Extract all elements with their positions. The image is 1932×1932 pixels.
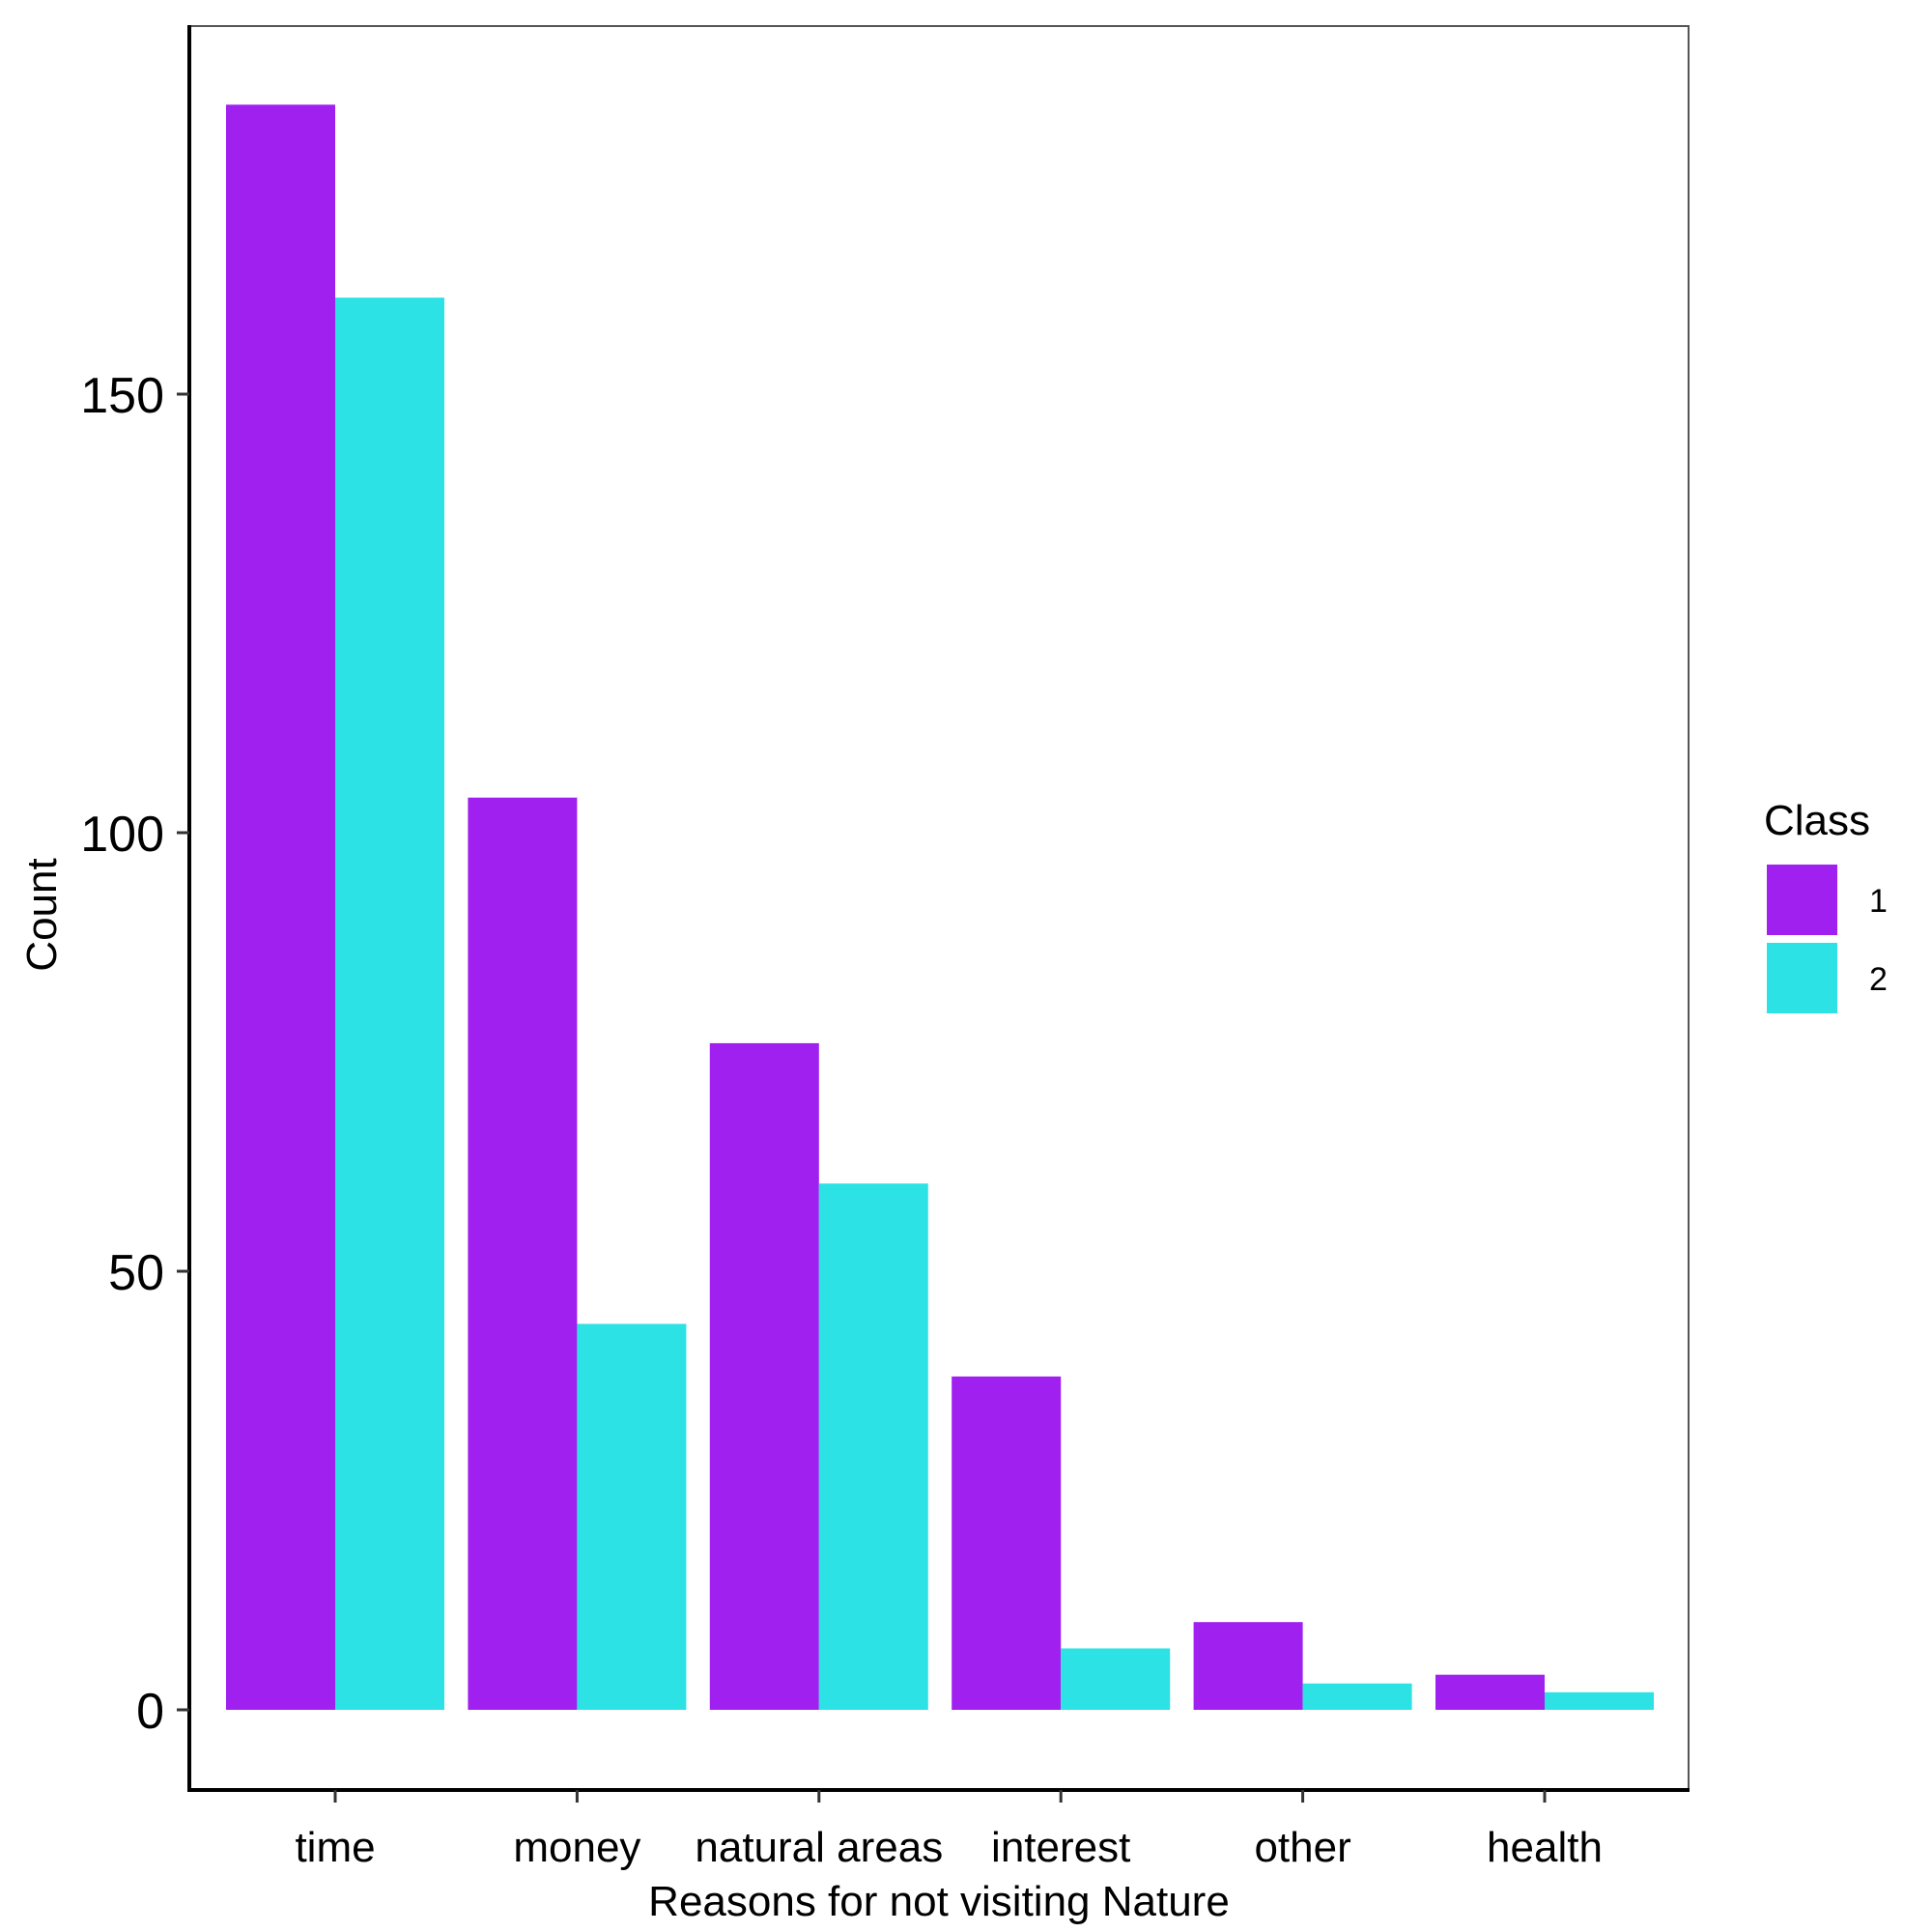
x-tick-label-other: other [1254,1824,1350,1871]
bar-natural-areas-class-1 [709,1042,819,1710]
x-axis-ticks: time money natural areas interest other healt… [295,1790,1603,1871]
x-tick-label-interest: interest [991,1824,1130,1871]
y-tick-label: 0 [136,1684,164,1740]
x-tick-label-health: health [1487,1824,1603,1871]
bar-time-class-1 [226,104,335,1711]
x-axis-title: Reasons for not visiting Nature [648,1878,1230,1925]
bar-health-class-1 [1435,1674,1545,1710]
legend-label-class-1: 1 [1869,883,1888,920]
bar-interest-class-2 [1061,1648,1171,1710]
x-tick-label-time: time [295,1824,375,1871]
y-axis-ticks: 0 50 100 150 [80,368,189,1740]
y-tick-label: 150 [80,368,164,424]
legend-key-class-2 [1767,943,1837,1013]
bar-time-class-2 [335,298,444,1710]
bar-health-class-2 [1545,1691,1654,1710]
y-axis-title: Count [18,858,66,971]
bar-other-class-2 [1302,1683,1412,1710]
bar-natural-areas-class-2 [818,1183,928,1710]
y-tick-label: 100 [80,807,164,863]
legend-title: Class [1764,797,1870,844]
bar-money-class-2 [577,1323,687,1710]
legend-label-class-2: 2 [1869,961,1888,998]
y-tick-label: 50 [108,1245,164,1301]
bars-group [226,104,1654,1711]
legend: Class 1 2 [1764,797,1888,1013]
x-tick-label-natural-areas: natural areas [695,1824,943,1871]
bar-interest-class-1 [952,1376,1062,1710]
x-tick-label-money: money [513,1824,640,1871]
bar-other-class-1 [1193,1622,1303,1710]
bar-money-class-1 [468,797,578,1710]
legend-key-class-1 [1767,865,1837,935]
